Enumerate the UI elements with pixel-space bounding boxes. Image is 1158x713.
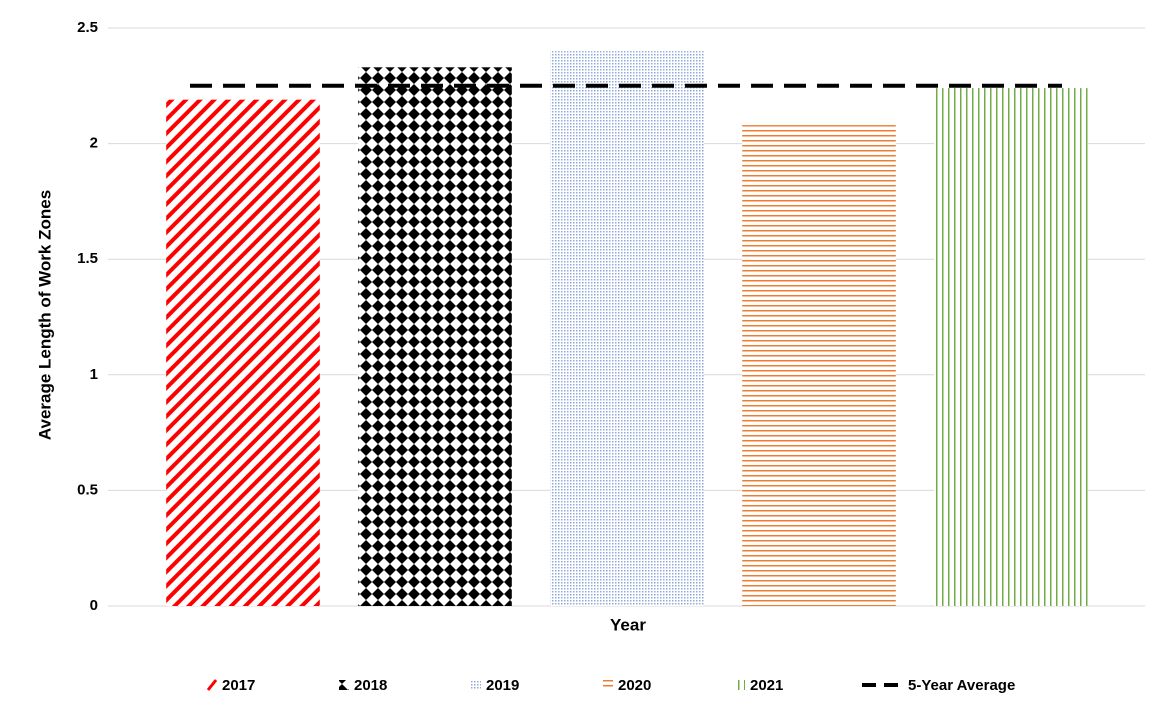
y-tick-label: 1 [90, 366, 98, 383]
legend-swatch [603, 680, 613, 690]
y-tick-label: 0.5 [77, 481, 98, 498]
legend-label: 2018 [354, 677, 387, 694]
x-axis-title: Year [610, 615, 646, 634]
legend-mark [339, 680, 349, 690]
legend-mark [206, 679, 218, 691]
bar [550, 51, 704, 607]
y-tick-label: 2.5 [77, 19, 98, 36]
legend-label: 2017 [222, 677, 255, 694]
legend-label: 5-Year Average [908, 677, 1015, 694]
legend-mark [735, 680, 745, 690]
y-tick-label: 1.5 [77, 250, 98, 267]
legend-swatch [206, 679, 218, 691]
legend-swatch [471, 680, 481, 690]
legend-label: 2019 [486, 677, 519, 694]
legend-label: 2021 [750, 677, 783, 694]
legend-swatch [735, 680, 745, 690]
legend-swatch [339, 680, 349, 690]
y-tick-label: 2 [90, 135, 98, 152]
y-tick-label: 0 [90, 597, 98, 614]
legend-mark [471, 680, 481, 690]
bar [358, 67, 512, 606]
legend-label: 2020 [618, 677, 651, 694]
legend-mark [603, 680, 613, 690]
bar [166, 99, 320, 606]
bar [742, 125, 896, 606]
y-axis-title: Average Length of Work Zones [35, 190, 54, 440]
bar [934, 88, 1088, 606]
